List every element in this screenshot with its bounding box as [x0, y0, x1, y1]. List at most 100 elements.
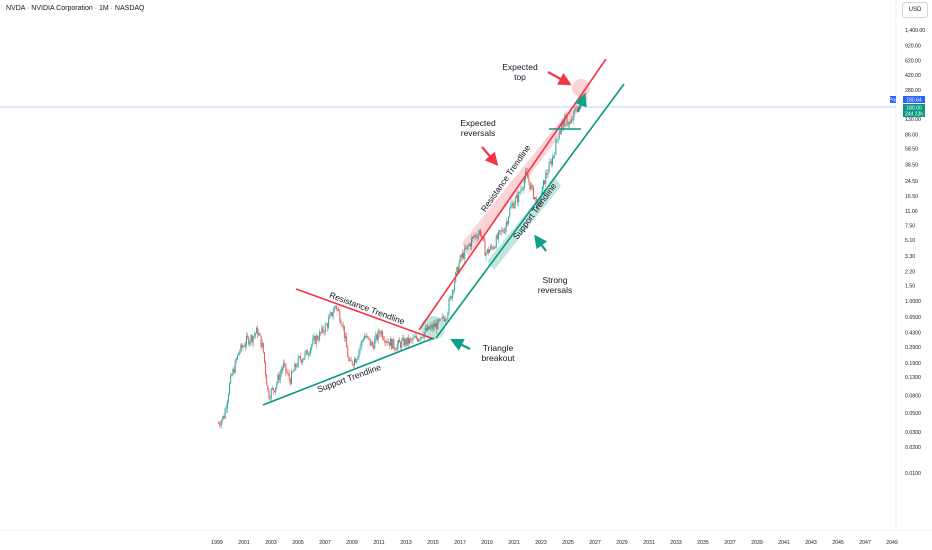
candle-body: [304, 352, 306, 358]
candle-body: [252, 336, 254, 343]
candle-body: [558, 134, 560, 139]
candle-body: [278, 374, 280, 381]
candle-body: [463, 253, 465, 259]
candle-body: [337, 308, 339, 310]
y-tick-label: 38.50: [905, 162, 918, 168]
y-tick-label: 24.50: [905, 179, 918, 185]
expected-top-label-1: Expected: [502, 62, 538, 72]
candle-body: [486, 249, 488, 253]
candle-body: [502, 229, 504, 232]
currency-button[interactable]: USD: [902, 2, 928, 18]
y-tick-label: 0.4300: [905, 330, 921, 336]
candle-body: [397, 340, 399, 345]
candle-body: [259, 333, 261, 336]
y-tick-label: 3.30: [905, 254, 915, 260]
candle-body: [238, 353, 240, 355]
x-tick-label: 2011: [373, 540, 384, 546]
candle-body: [262, 342, 264, 353]
last-price-value: 180.00: [906, 106, 922, 112]
candle-body: [412, 337, 414, 341]
candle-body: [530, 184, 532, 190]
candle-body: [370, 342, 372, 346]
candle-body: [334, 306, 336, 308]
candle-body: [343, 325, 345, 338]
candle-body: [405, 339, 407, 345]
candle-body: [576, 109, 578, 112]
candle-body: [451, 290, 453, 299]
candle-body: [349, 359, 351, 361]
y-tick-label: 2.20: [905, 269, 915, 275]
candle-body: [382, 331, 384, 339]
lower-support-trendline[interactable]: [262, 337, 435, 406]
candle-body: [491, 246, 493, 248]
candle-body: [293, 370, 295, 372]
candle-body: [521, 189, 523, 191]
annotations: Expected top Expected reversals Resistan…: [316, 62, 573, 394]
candle-body: [306, 350, 308, 356]
candle-body: [329, 314, 331, 319]
candle-body: [548, 162, 550, 173]
candle-body: [571, 119, 573, 124]
upper-support-trendline[interactable]: [435, 83, 625, 339]
candle-body: [227, 394, 229, 402]
candle-body: [353, 358, 355, 366]
candle-body: [506, 221, 508, 224]
candle-body: [501, 229, 503, 232]
candle-body: [527, 171, 529, 179]
y-tick-label: 0.1300: [905, 375, 921, 381]
candle-body: [225, 408, 227, 409]
candle-body: [517, 195, 519, 203]
y-axis[interactable]: 1,400.00 920.00 620.00 420.00 280.00 130.00 86…: [905, 28, 925, 477]
candle-body: [313, 336, 315, 339]
candle-body: [351, 361, 353, 365]
candle-body: [339, 311, 341, 322]
candle-body: [261, 342, 263, 348]
candle-body: [560, 124, 562, 132]
candle-body: [459, 255, 461, 263]
candle-body: [310, 348, 312, 354]
chart-title: NVDA · NVIDIA Corporation · 1M · NASDAQ: [6, 5, 145, 12]
candle-body: [366, 335, 368, 338]
candle-body: [374, 339, 376, 349]
candle-body: [531, 184, 533, 187]
candle-body: [316, 335, 318, 340]
candle-body: [395, 349, 397, 351]
candle-body: [550, 161, 552, 165]
candle-body: [217, 423, 219, 424]
candle-body: [379, 333, 381, 335]
expected-reversals-label-1: Expected: [460, 118, 496, 128]
candle-body: [479, 230, 481, 236]
candle-body: [537, 201, 539, 209]
candle-body: [260, 335, 262, 348]
candle-body: [416, 338, 418, 342]
candle-body: [475, 235, 477, 238]
candle-body: [464, 247, 466, 259]
candle-body: [385, 341, 387, 343]
candle-body: [540, 195, 542, 203]
candle-body: [573, 110, 575, 120]
x-axis[interactable]: 1999 2001 2003 2005 2007 2009 2011 2013 2015 2017…: [211, 540, 898, 546]
candle-body: [544, 180, 546, 185]
candle-body: [266, 374, 268, 386]
red-arrow-top: [547, 71, 572, 86]
candle-body: [400, 342, 402, 348]
lower-support-label: Support Trendline: [316, 362, 383, 394]
candle-body: [274, 390, 276, 393]
lower-resistance-trendline[interactable]: [295, 288, 435, 340]
candle-body: [303, 357, 305, 360]
candle-body: [322, 327, 324, 332]
candle-body: [556, 139, 558, 141]
candle-body: [383, 338, 385, 340]
candle-body: [428, 325, 430, 330]
candle-body: [532, 186, 534, 199]
upper-resistance-trendline[interactable]: [418, 58, 607, 331]
candle-body: [357, 356, 359, 360]
candle-body: [233, 368, 235, 373]
candle-body: [493, 247, 495, 250]
candle-body: [243, 346, 245, 347]
candle-body: [460, 255, 462, 258]
candle-body: [520, 189, 522, 193]
candle-body: [481, 235, 483, 237]
x-tick-label: 2047: [859, 540, 871, 546]
